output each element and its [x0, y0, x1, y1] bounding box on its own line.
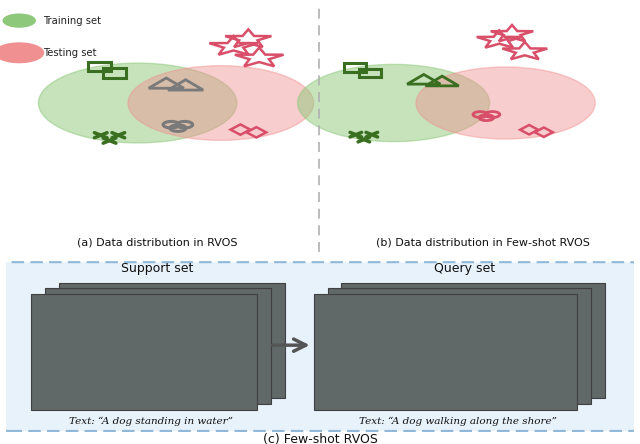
Circle shape	[0, 43, 44, 63]
Text: Support set: Support set	[121, 262, 193, 275]
Text: (c) Few-shot RVOS: (c) Few-shot RVOS	[262, 433, 378, 444]
Text: Text: “A dog standing in water”: Text: “A dog standing in water”	[68, 417, 232, 426]
Circle shape	[128, 66, 314, 140]
Circle shape	[3, 14, 35, 27]
Bar	[103, 68, 126, 78]
FancyBboxPatch shape	[31, 294, 257, 409]
Text: (b) Data distribution in Few-shot RVOS: (b) Data distribution in Few-shot RVOS	[376, 237, 590, 247]
FancyBboxPatch shape	[341, 283, 605, 398]
Bar	[344, 63, 367, 71]
FancyBboxPatch shape	[328, 288, 591, 404]
Bar	[88, 62, 111, 71]
Bar	[359, 68, 381, 77]
Text: Training set: Training set	[44, 16, 102, 26]
Text: Testing set: Testing set	[44, 48, 97, 58]
FancyBboxPatch shape	[314, 294, 577, 409]
Circle shape	[416, 67, 595, 139]
Circle shape	[298, 64, 490, 142]
Text: Text: “A dog walking along the shore”: Text: “A dog walking along the shore”	[359, 417, 557, 426]
FancyBboxPatch shape	[45, 288, 271, 404]
Text: (a) Data distribution in RVOS: (a) Data distribution in RVOS	[77, 237, 237, 247]
Circle shape	[38, 63, 237, 143]
FancyBboxPatch shape	[59, 283, 285, 398]
FancyBboxPatch shape	[3, 262, 637, 431]
Text: Query set: Query set	[434, 262, 495, 275]
